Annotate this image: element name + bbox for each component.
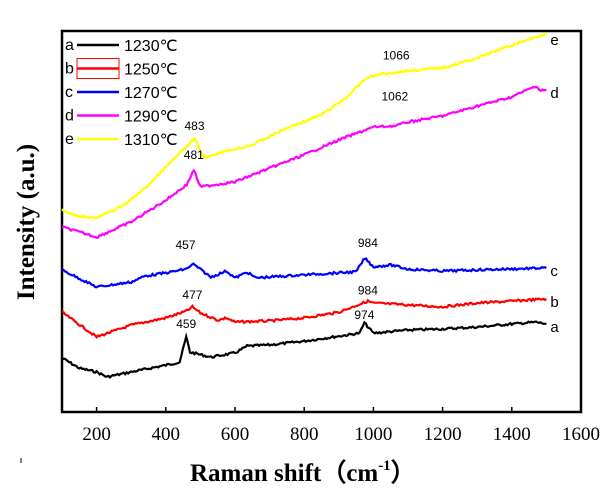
legend-label: 1270℃ [124,85,178,102]
series-end-label-d: d [550,85,558,102]
series-end-label-c: c [550,263,558,280]
legend-letter: e [65,131,74,148]
x-tick-label: 1600 [562,424,600,445]
peak-annotation: 1062 [382,89,409,103]
legend-label: 1290℃ [124,109,178,126]
peak-annotation: 984 [358,283,378,297]
legend-letter: b [65,61,74,78]
x-tick-label: 1000 [354,424,392,445]
x-tick-label: 600 [221,424,250,445]
series-end-label-b: b [550,294,558,311]
peak-annotation: 974 [354,308,374,322]
series-end-label-e: e [550,32,558,49]
plot-frame [60,29,583,414]
x-tick-label: 200 [82,424,111,445]
legend-label: 1310℃ [124,132,178,149]
series-line-a [61,320,547,379]
peak-annotation: 481 [184,148,204,162]
legend-letter: a [65,37,74,54]
peak-annotation: 477 [182,288,202,302]
legend-letter: c [65,84,73,101]
peak-annotation: 1066 [383,49,410,63]
peak-annotation: 483 [185,119,205,133]
peak-annotation: 984 [358,236,378,250]
legend-label: 1250℃ [124,62,178,79]
series-line-d [61,85,547,239]
legend-label: 1230℃ [124,38,178,55]
peak-annotation: 459 [176,317,196,331]
legend-letter: d [65,108,74,125]
peak-annotation: 457 [176,238,196,252]
x-tick-label: 800 [290,424,319,445]
x-tick-label: 1200 [424,424,462,445]
series-line-c [61,257,547,289]
x-tick-label: 400 [152,424,181,445]
series-end-label-a: a [550,319,559,336]
x-axis-label: Raman shift（cm-1） [190,458,416,487]
series-line-b [61,297,548,339]
y-axis-label: Intensity (a.u.) [13,144,40,300]
x-tick-label: 1400 [493,424,531,445]
legend-highlight-box [76,58,120,79]
series-line-e [61,31,547,220]
